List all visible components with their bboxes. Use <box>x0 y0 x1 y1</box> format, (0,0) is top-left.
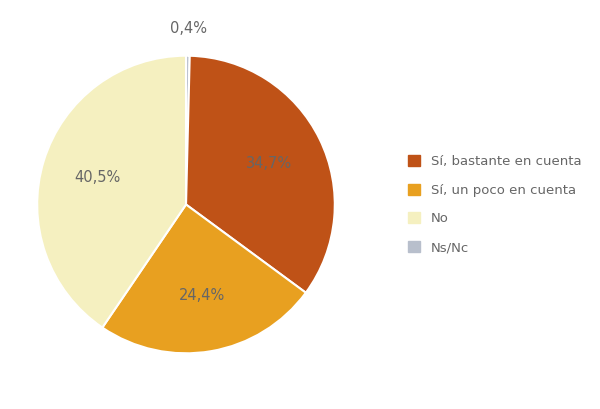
Legend: Sí, bastante en cuenta, Sí, un poco en cuenta, No, Ns/Nc: Sí, bastante en cuenta, Sí, un poco en c… <box>409 155 581 254</box>
Wedge shape <box>37 56 186 328</box>
Wedge shape <box>103 204 306 353</box>
Text: 0,4%: 0,4% <box>170 21 207 36</box>
Wedge shape <box>186 56 190 204</box>
Text: 40,5%: 40,5% <box>74 170 121 185</box>
Text: 24,4%: 24,4% <box>178 288 225 303</box>
Wedge shape <box>186 56 335 293</box>
Text: 34,7%: 34,7% <box>246 156 292 171</box>
